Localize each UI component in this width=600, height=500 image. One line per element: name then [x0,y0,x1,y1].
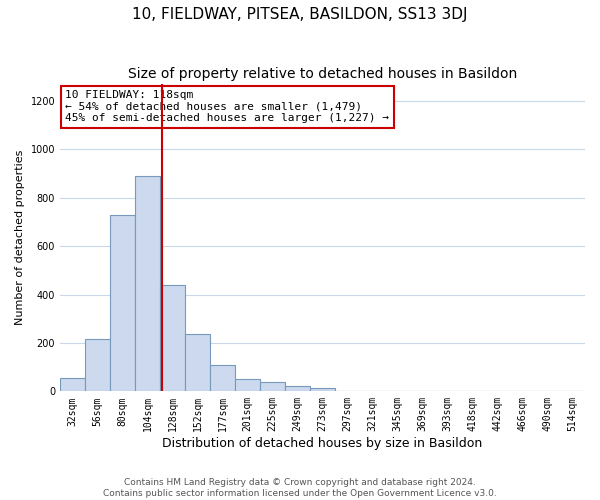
Bar [310,388,335,392]
Bar [185,334,210,392]
X-axis label: Distribution of detached houses by size in Basildon: Distribution of detached houses by size … [163,437,482,450]
Text: 10, FIELDWAY, PITSEA, BASILDON, SS13 3DJ: 10, FIELDWAY, PITSEA, BASILDON, SS13 3DJ [132,8,468,22]
Bar [110,214,135,392]
Bar [60,378,85,392]
Title: Size of property relative to detached houses in Basildon: Size of property relative to detached ho… [128,68,517,82]
Bar [85,340,110,392]
Text: Contains HM Land Registry data © Crown copyright and database right 2024.
Contai: Contains HM Land Registry data © Crown c… [103,478,497,498]
Y-axis label: Number of detached properties: Number of detached properties [15,150,25,326]
Bar [285,386,310,392]
Bar [210,366,235,392]
Bar [260,382,285,392]
Text: 10 FIELDWAY: 118sqm
← 54% of detached houses are smaller (1,479)
45% of semi-det: 10 FIELDWAY: 118sqm ← 54% of detached ho… [65,90,389,124]
Bar [160,285,185,392]
Bar [135,176,160,392]
Bar [235,379,260,392]
